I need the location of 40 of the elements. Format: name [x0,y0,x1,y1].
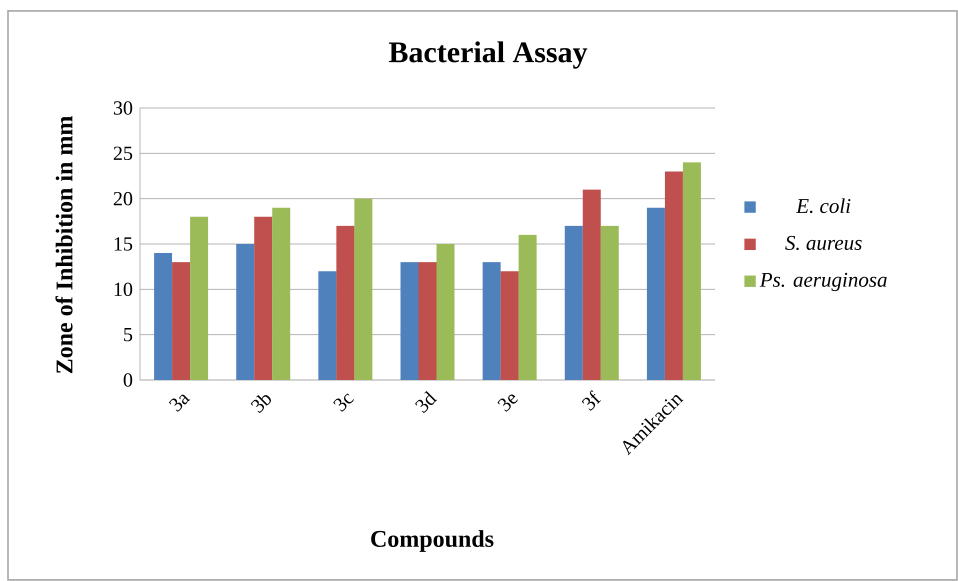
bar [272,208,290,380]
x-tick-label: 3f [582,390,602,411]
bar [190,216,208,380]
bar [682,162,701,380]
bar [418,262,436,380]
bar [400,262,418,380]
legend-label: S. aureus [785,236,862,250]
chart-title: Bacterial Assay [388,41,588,69]
y-tick-label: 15 [114,237,132,251]
bar [500,271,519,380]
legend-label: E. coli [796,198,850,214]
y-tick-label: 0 [124,373,132,387]
y-tick-label: 20 [114,192,132,206]
x-tick-label: 3e [498,394,518,412]
bar [336,226,354,380]
bar [254,216,272,380]
bar [646,208,665,380]
bar [664,171,683,380]
legend-label: Ps. aeruginosa [760,272,887,292]
bar [600,226,619,380]
x-tick-label: 3d [415,390,438,414]
bar [172,262,190,380]
y-tick-label: 10 [114,282,132,296]
bar [354,198,372,380]
bar [318,271,336,380]
bar [236,244,254,380]
bar [482,262,501,380]
x-axis-title: Compounds [371,530,494,552]
x-tick-label: 3c [333,393,354,412]
y-tick-label: 5 [124,328,132,342]
bar [564,226,583,380]
y-tick-label: 30 [114,101,132,115]
x-tick-label: 3b [250,394,271,414]
y-axis-title: Zone of Inhibition in mm [55,116,73,374]
bar [518,234,537,380]
bar [582,190,601,380]
bar [436,244,455,380]
bar [154,253,172,380]
x-tick-label: 3a [168,394,190,412]
y-tick-label: 25 [114,146,132,160]
